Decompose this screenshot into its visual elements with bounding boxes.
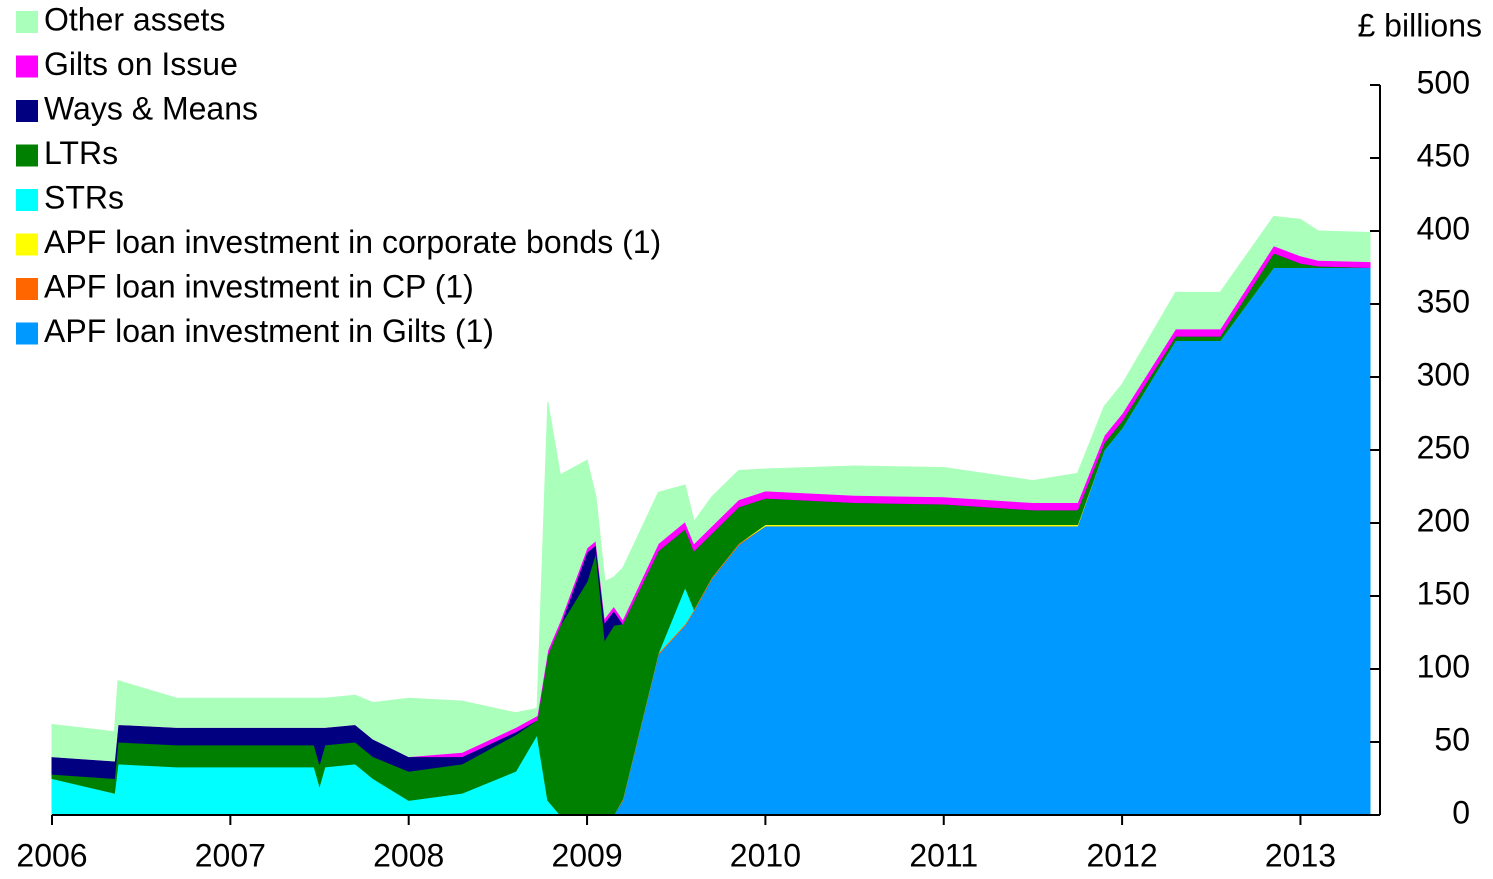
legend-swatch bbox=[16, 144, 38, 167]
legend-swatch bbox=[16, 278, 38, 300]
legend-label: APF loan investment in CP (1) bbox=[44, 268, 474, 304]
x-tick-label: 2013 bbox=[1265, 837, 1336, 873]
legend-swatch bbox=[16, 100, 38, 122]
x-tick-label: 2012 bbox=[1087, 837, 1158, 873]
y-tick-label: 250 bbox=[1417, 429, 1470, 465]
y-tick-label: 450 bbox=[1417, 137, 1470, 173]
legend-swatch bbox=[16, 11, 38, 33]
legend-label: APF loan investment in Gilts (1) bbox=[44, 313, 494, 349]
area bbox=[51, 215, 1371, 762]
legend-swatch bbox=[16, 189, 38, 211]
y-tick-label: 100 bbox=[1417, 648, 1470, 684]
x-tick-label: 2011 bbox=[909, 837, 978, 873]
y-tick-label: 500 bbox=[1417, 64, 1470, 100]
legend-swatch bbox=[16, 55, 38, 78]
legend-label: STRs bbox=[44, 179, 124, 215]
legend-label: Ways & Means bbox=[44, 90, 258, 126]
legend-label: Gilts on Issue bbox=[44, 46, 238, 82]
legend-label: APF loan investment in corporate bonds (… bbox=[44, 224, 661, 260]
y-tick-label: 300 bbox=[1417, 356, 1470, 392]
x-tick-label: 2006 bbox=[16, 837, 87, 873]
legend-swatch bbox=[16, 322, 38, 345]
x-tick-label: 2008 bbox=[373, 837, 444, 873]
y-tick-label: 0 bbox=[1452, 794, 1470, 830]
y-tick-label: 400 bbox=[1417, 210, 1470, 246]
y-tick-label: 200 bbox=[1417, 502, 1470, 538]
x-tick-label: 2010 bbox=[730, 837, 801, 873]
legend-swatch bbox=[16, 233, 38, 256]
x-tick-label: 2009 bbox=[551, 837, 622, 873]
legend-label: LTRs bbox=[44, 135, 118, 171]
y-tick-label: 150 bbox=[1417, 575, 1470, 611]
x-tick-label: 2007 bbox=[195, 837, 266, 873]
y-tick-label: 50 bbox=[1434, 721, 1470, 757]
y-axis-label: £ billions bbox=[1357, 7, 1482, 43]
legend-label: Other assets bbox=[44, 1, 225, 37]
y-tick-label: 350 bbox=[1417, 283, 1470, 319]
